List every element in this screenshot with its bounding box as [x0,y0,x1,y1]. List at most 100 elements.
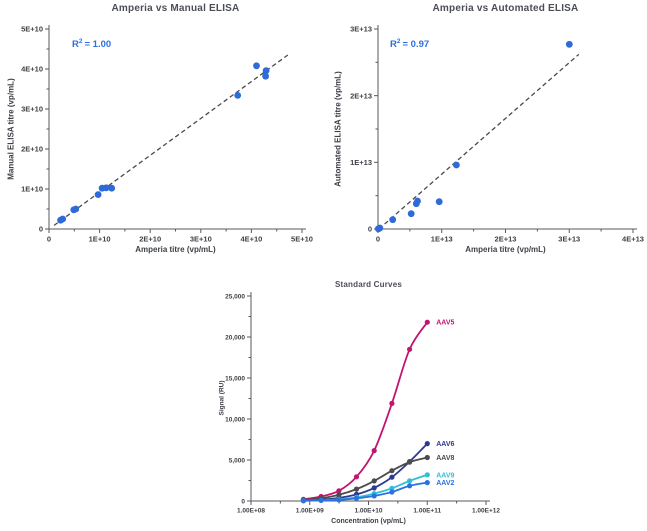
tick-label: 3E+13 [558,235,580,244]
data-point [59,215,67,223]
standard-curves-chart: Standard Curves 1.00E+08 1.00E+09 1.00E+10… [195,278,535,531]
data-point [234,92,242,99]
tick-label: 3E+13 [350,25,372,34]
axes [374,25,637,233]
series-marker [424,480,430,486]
series-marker [424,454,430,461]
automated-elisa-plot: 0 1E+13 2E+13 3E+13 4E+13 0 1E+13 2E+13 3E+13 [350,25,644,244]
y-axis-title: Signal (RU) [218,380,226,416]
series-marker [407,346,413,352]
tick-label: 5,000 [229,457,246,464]
tick-label: 1E+13 [431,235,453,244]
series-marker [353,486,360,492]
tick-label: 5E+10 [21,25,43,34]
r2-prefix: R [72,39,79,51]
series-marker [371,485,377,491]
x-axis-title: Amperia titre (vp/mL) [465,245,546,254]
tick-label: 4E+10 [240,235,262,244]
data-points [57,62,270,224]
series-marker [407,483,413,489]
tick-label: 1E+10 [89,235,111,244]
series-AAV5: AAV5 [300,319,455,502]
data-point [407,210,415,218]
tick-label: 15,000 [225,375,245,382]
series-label-AAV5: AAV5 [436,320,454,327]
series-marker [371,448,377,454]
series-marker [407,478,413,484]
chart-title: Amperia vs Automated ELISA [432,3,579,14]
tick-label: 1E+10 [21,185,43,194]
tick-label: 2E+13 [495,235,517,244]
data-point [108,184,116,192]
series-marker [353,495,360,501]
tick-label: 1.00E+12 [472,508,500,515]
series-marker [389,400,395,406]
data-point [414,197,421,205]
trendline [53,54,289,226]
data-point [253,62,260,70]
manual-elisa-chart: Amperia vs Manual ELISA R2 = 1.00 0 1E+10 2… [0,0,325,262]
data-point [262,67,270,74]
manual-elisa-plot: 0 1E+10 2E+10 3E+10 4E+10 5E+10 0 1E+10 2E+10 3E+… [21,25,313,244]
series-marker [389,485,395,491]
axes [45,25,306,233]
x-axis-title: Amperia titre (vp/mL) [135,245,216,254]
series-AAV6: AAV6 [300,441,455,504]
series-label-AAV2: AAV2 [436,480,454,487]
tick-label: 25,000 [225,293,245,300]
tick-label: 10,000 [225,416,245,423]
data-points [374,40,573,233]
r2-prefix: R [390,39,397,51]
series-label-AAV9: AAV9 [436,472,454,479]
tick-label: 1.00E+10 [354,508,382,515]
series-marker [424,472,430,478]
y-axis-title: Manual ELISA titre (vp/mL) [6,78,16,180]
series-marker [336,497,342,503]
series-marker [336,492,342,498]
series-marker [407,459,413,465]
data-point [94,191,102,199]
series-marker [389,474,395,480]
data-point [262,72,269,80]
r-squared-annotation: R2 = 0.97 [390,38,429,50]
tick-label: 0 [241,498,245,505]
tick-label: 0 [368,225,372,234]
r2-value: = 1.00 [84,39,112,51]
r2-value: = 0.97 [402,39,430,51]
data-point [565,40,573,48]
data-point [376,224,384,232]
tick-label: 20,000 [225,334,245,341]
r2-superscript: 2 [78,38,83,45]
series-marker [371,478,377,484]
tick-label: 0 [47,235,51,244]
series-marker [389,468,395,474]
series-marker [371,493,377,499]
data-point [389,216,397,224]
tick-label: 0 [376,235,380,244]
chart-title: Standard Curves [334,280,403,289]
standard-curves-plot: 1.00E+08 1.00E+09 1.00E+10 1.00E+11 1.00E+12… [225,292,500,515]
data-point [453,161,460,169]
tick-label: 3E+10 [21,105,43,114]
series-marker [336,488,342,494]
series-label-AAV6: AAV6 [436,441,454,448]
chart-title: Amperia vs Manual ELISA [111,3,240,14]
series-marker [318,497,324,503]
series-marker [389,489,395,495]
x-axis-title: Concentration (vp/mL) [331,518,406,525]
data-point [435,198,443,206]
axes [247,292,490,505]
series-AAV2: AAV2 [300,480,455,504]
y-axis-title: Automated ELISA titre (vp/mL) [333,71,343,187]
tick-label: 2E+10 [21,145,43,154]
tick-label: 1.00E+09 [296,508,324,515]
r-squared-annotation: R2 = 1.00 [72,38,111,50]
series-marker [424,319,430,325]
series-line [303,442,428,502]
tick-label: 2E+13 [350,91,372,100]
r2-superscript: 2 [396,38,401,45]
trendline [378,53,580,230]
tick-label: 1.00E+11 [413,508,441,515]
tick-label: 5E+10 [291,235,313,244]
